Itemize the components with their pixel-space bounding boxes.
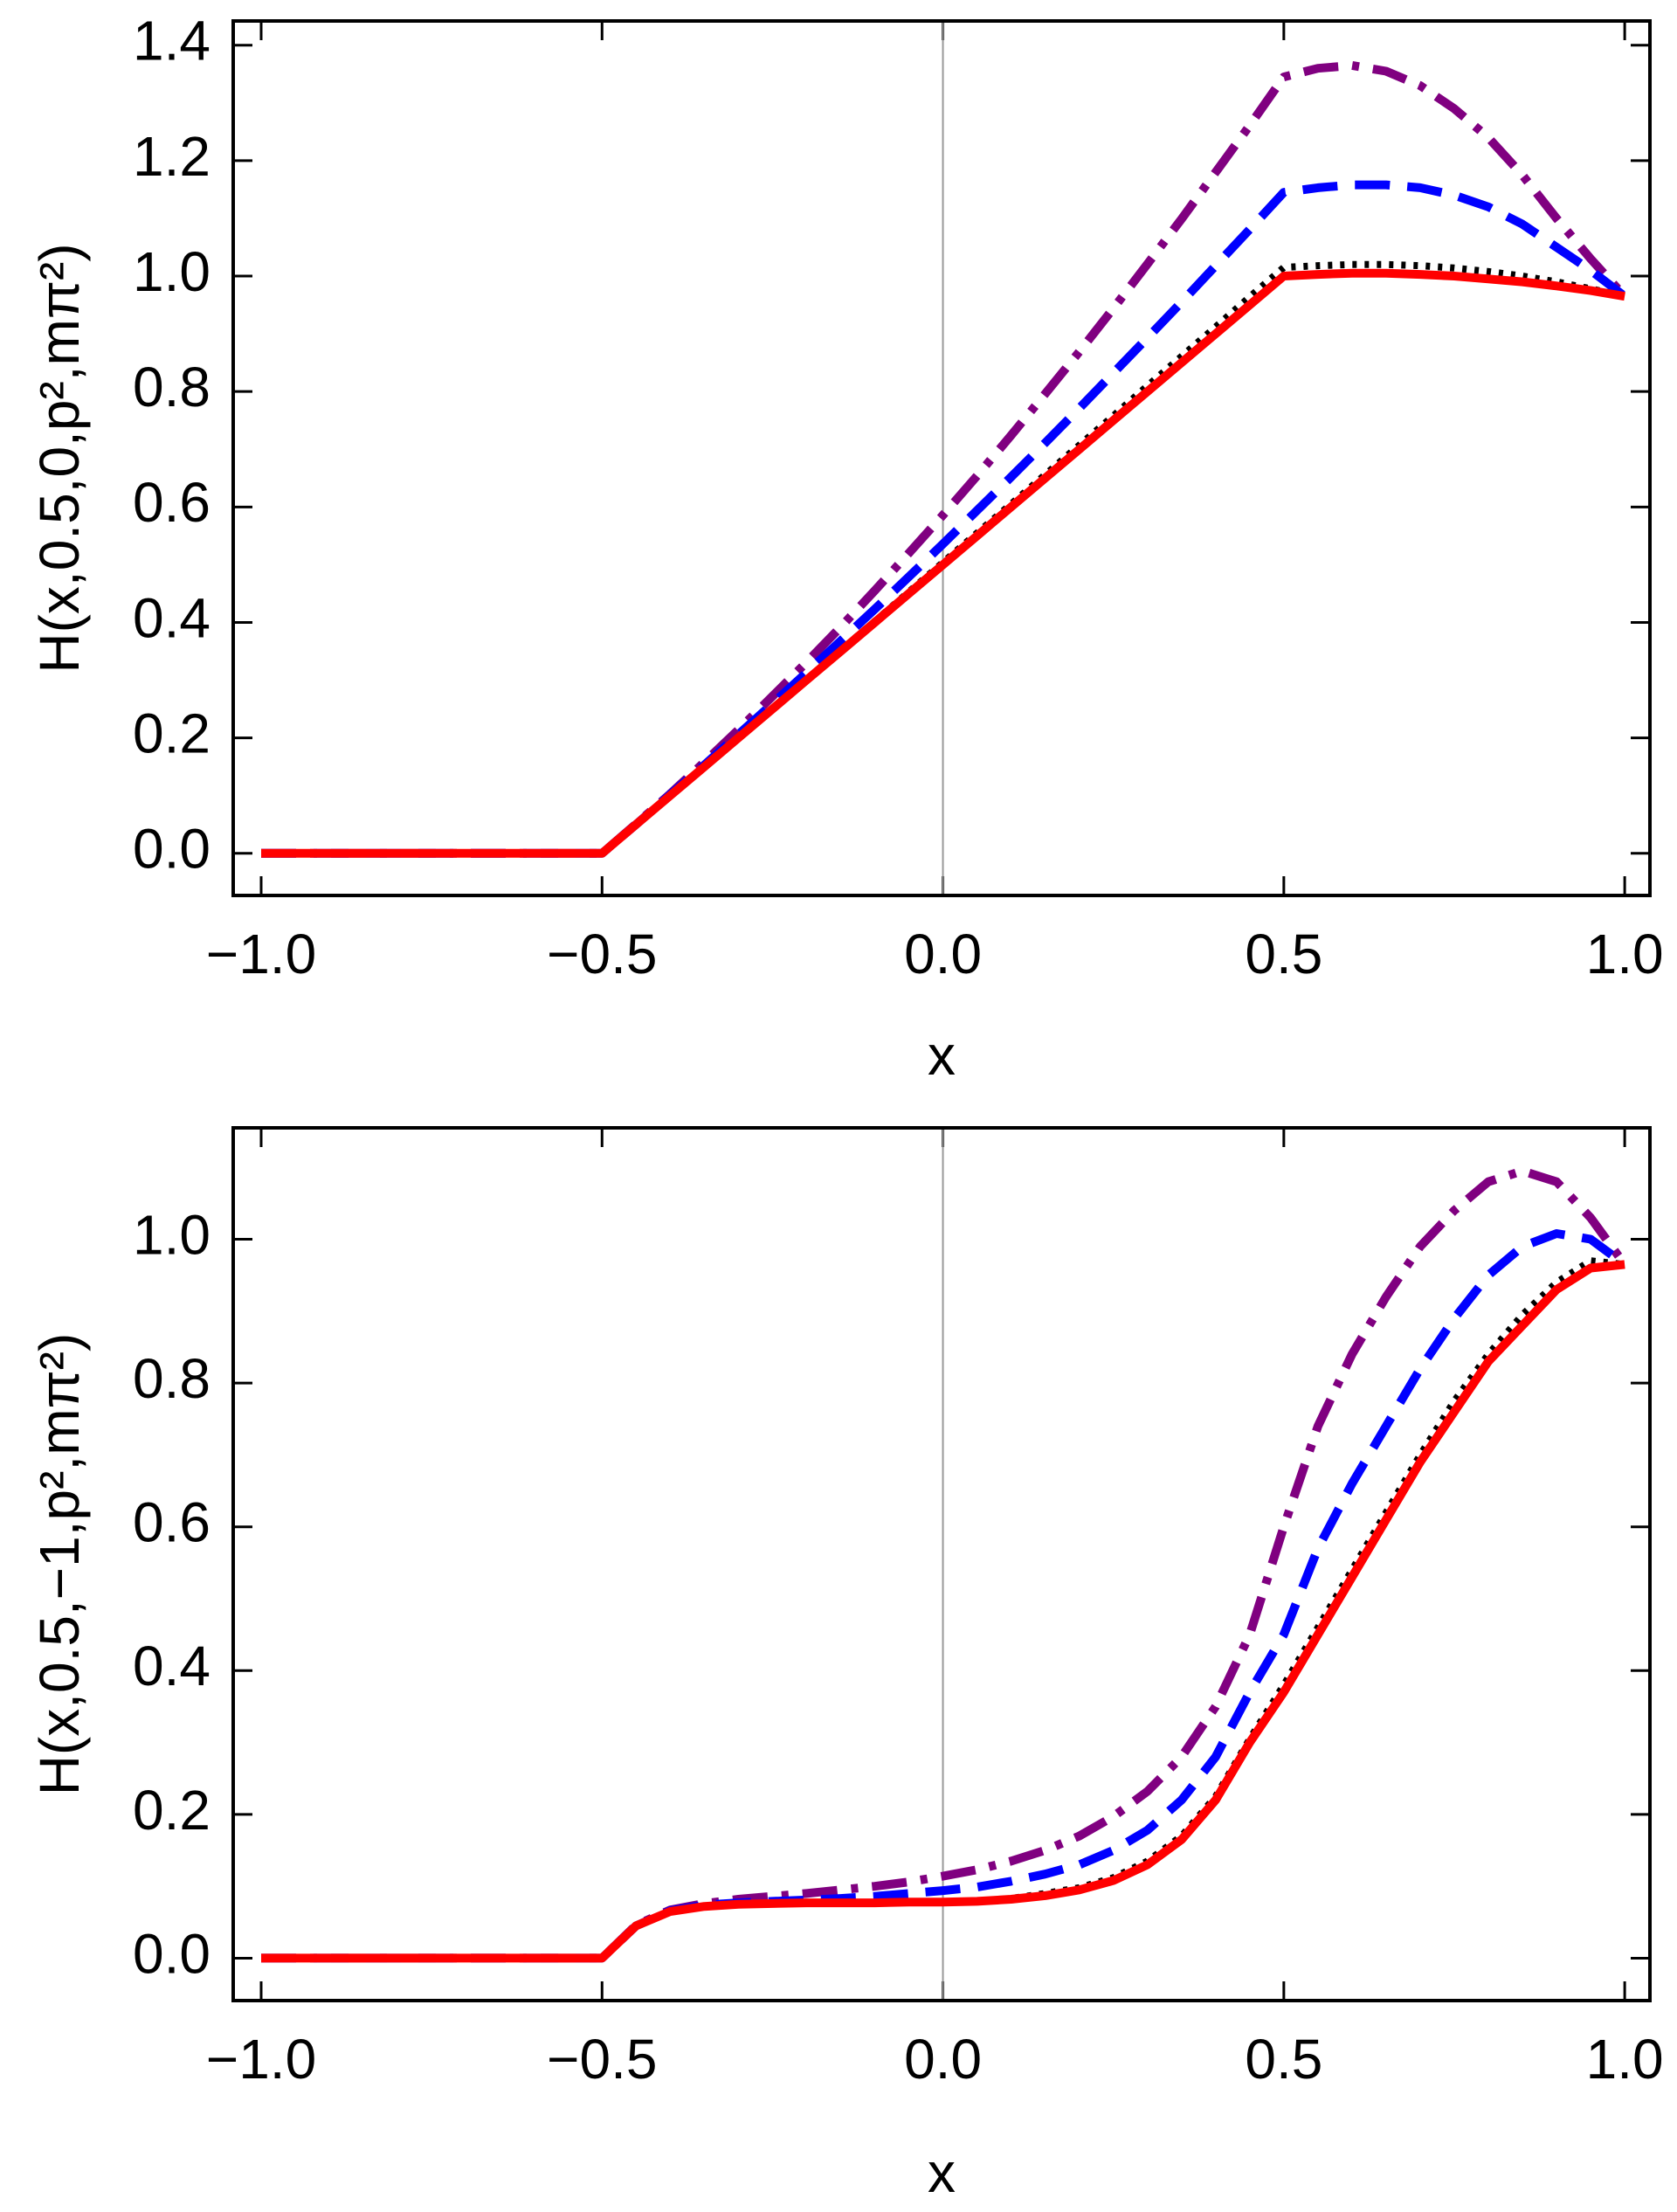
y-tick-label: 1.4 [133, 10, 210, 73]
x-tick-label: −0.5 [547, 2028, 657, 2091]
x-axis-label: x [928, 2141, 956, 2204]
plot-frame [231, 19, 1652, 897]
series-line [261, 268, 1625, 858]
x-tick-label: −1.0 [206, 923, 316, 985]
x-tick-label: 0.5 [1245, 2028, 1322, 2091]
x-tick-label: −0.5 [547, 923, 657, 985]
x-tick-label: 1.0 [1586, 923, 1664, 985]
plot-frame [231, 1126, 1652, 2002]
y-axis-label: H(x,0.5,0,p²,mπ²) [28, 243, 91, 673]
series-line [261, 1260, 1625, 1963]
y-tick-label: 0.0 [133, 818, 210, 881]
y-tick-label: 1.2 [133, 125, 210, 188]
y-tick-label: 1.0 [133, 240, 210, 303]
plot: −1.0 −0.5 0.0 0.5 1.0 0.0 0.2 0.4 0.6 0.8 1.0 1.2 1.… [28, 10, 1664, 1087]
x-tick-label: 0.5 [1245, 923, 1322, 985]
y-axis-label: H(x,0.5,−1,p²,mπ²) [28, 1333, 91, 1796]
y-tick-label: 0.8 [133, 1347, 210, 1410]
y-tick-label: 0.8 [133, 356, 210, 418]
y-tick-label: 0.6 [133, 471, 210, 534]
y-tick-label: 0.4 [133, 586, 210, 649]
x-tick-label: 0.0 [904, 2028, 982, 2091]
y-tick-label: 0.2 [133, 1779, 210, 1842]
x-tick-label: 0.0 [904, 923, 982, 985]
plot: −1.0 −0.5 0.0 0.5 1.0 0.0 0.2 0.4 0.6 0.8 1.0 x H(x,… [28, 1126, 1664, 2204]
x-tick-label: −1.0 [206, 2028, 316, 2091]
y-tick-label: 1.0 [133, 1203, 210, 1266]
x-axis-label: x [928, 1024, 956, 1087]
y-tick-label: 0.2 [133, 702, 210, 765]
x-tick-label: 1.0 [1586, 2028, 1664, 2091]
y-tick-label: 0.6 [133, 1491, 210, 1554]
y-tick-label: 0.4 [133, 1635, 210, 1697]
y-tick-label: 0.0 [133, 1922, 210, 1985]
